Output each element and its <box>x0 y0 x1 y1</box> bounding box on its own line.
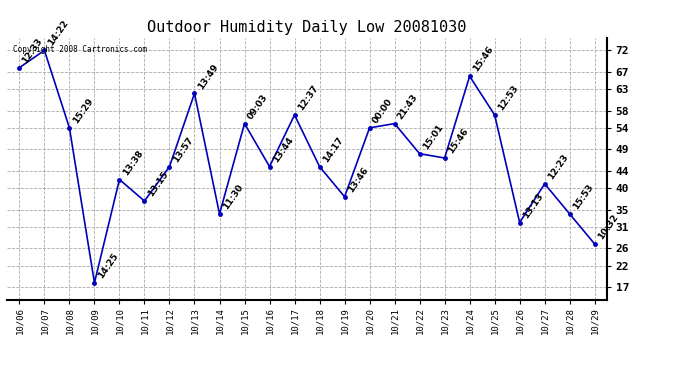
Text: 13:44: 13:44 <box>271 135 295 164</box>
Text: 13:15: 13:15 <box>146 170 170 198</box>
Text: 00:00: 00:00 <box>371 97 395 125</box>
Text: 12:53: 12:53 <box>496 84 520 112</box>
Text: 09:03: 09:03 <box>246 92 270 121</box>
Text: 11:30: 11:30 <box>221 183 245 211</box>
Text: 13:57: 13:57 <box>171 135 195 164</box>
Text: 13:13: 13:13 <box>521 191 545 220</box>
Text: 14:17: 14:17 <box>321 135 345 164</box>
Text: 15:01: 15:01 <box>421 122 445 151</box>
Text: 14:25: 14:25 <box>96 251 119 280</box>
Text: 15:29: 15:29 <box>71 96 95 125</box>
Text: 13:38: 13:38 <box>121 148 145 177</box>
Title: Outdoor Humidity Daily Low 20081030: Outdoor Humidity Daily Low 20081030 <box>148 20 466 35</box>
Text: 13:46: 13:46 <box>346 165 370 194</box>
Text: 15:53: 15:53 <box>571 183 595 211</box>
Text: 10:32: 10:32 <box>596 213 620 241</box>
Text: 13:49: 13:49 <box>196 62 220 91</box>
Text: 21:43: 21:43 <box>396 92 420 121</box>
Text: 15:46: 15:46 <box>446 126 470 155</box>
Text: 12:23: 12:23 <box>546 152 570 181</box>
Text: 15:46: 15:46 <box>471 45 495 74</box>
Text: 12:37: 12:37 <box>296 84 319 112</box>
Text: 14:22: 14:22 <box>46 19 70 48</box>
Text: 12:33: 12:33 <box>21 36 45 65</box>
Text: Copyright 2008 Cartronics.com: Copyright 2008 Cartronics.com <box>13 45 147 54</box>
